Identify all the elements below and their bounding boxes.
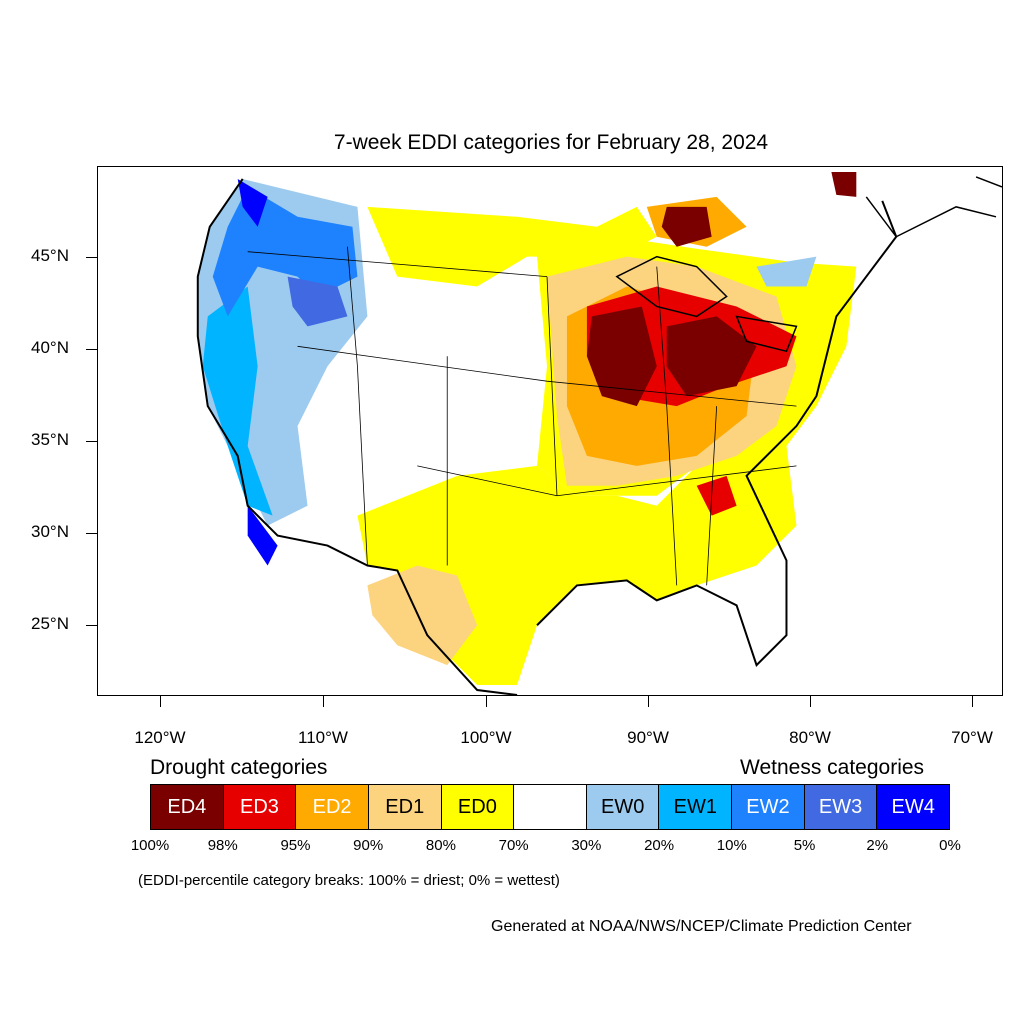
legend-break-label: 10% [716,837,747,854]
coastline [196,178,898,695]
great-lakes [615,255,798,353]
lon-label-110: 110°W [298,728,348,747]
lat-label-35: 35°N [31,430,69,449]
lon-tick-120 [160,696,161,707]
lon-tick-90 [648,696,649,707]
lat-tick-40 [86,349,97,350]
region-ed4-wisconsin [586,306,657,407]
region-ed4-ontario [661,206,712,247]
region-ed4-michigan [666,316,757,397]
credit-line: Generated at NOAA/NWS/NCEP/Climate Predi… [491,918,912,935]
legend-cell-ed0: ED0 [441,785,515,829]
legend-break-label: 80% [425,837,456,854]
region-ed0-north [367,206,657,287]
lat-tick-45 [86,257,97,258]
legend-break-label: 2% [866,837,889,854]
region-ed3-southeast [696,475,737,516]
lat-label-30: 30°N [31,522,69,541]
region-ed4-quebec [831,171,857,197]
region-ed1-texas [367,565,478,666]
lon-tick-110 [323,696,324,707]
region-ew3-nw [287,276,348,327]
legend-cell-ew1: EW1 [659,785,733,829]
lon-label-100: 100°W [460,728,512,747]
lon-tick-70 [972,696,973,707]
legend-cell-ed3: ED3 [223,785,297,829]
wetness-heading: Wetness categories [740,756,925,779]
legend-break-label: 98% [207,837,238,854]
legend-cell-ew0: EW0 [586,785,660,829]
eddi-map [196,171,1002,695]
region-ew4-coast [237,178,268,227]
drought-heading: Drought categories [150,756,328,779]
map-frame [97,166,1003,696]
lat-label-40: 40°N [31,338,69,357]
legend-colorbar: ED4 ED3 ED2 ED1 ED0 EW0 EW1 EW2 EW3 EW4 [150,784,950,830]
lon-label-80: 80°W [789,728,831,747]
legend-cell-ew3: EW3 [804,785,878,829]
legend-cell-ed4: ED4 [151,785,224,829]
lon-label-120: 120°W [134,728,186,747]
legend-break-label: 90% [353,837,384,854]
lat-tick-35 [86,441,97,442]
map-title: 7-week EDDI categories for February 28, … [333,131,769,154]
lon-label-70: 70°W [951,728,993,747]
canada-coast [865,176,1002,238]
legend-break-label: 30% [571,837,602,854]
lat-label-25: 25°N [31,614,69,633]
legend-cell-ew2: EW2 [732,785,805,829]
lon-label-90: 90°W [627,728,669,747]
lon-tick-100 [486,696,487,707]
legend-break-label: 100% [130,837,170,854]
legend-break-label: 0% [939,837,961,854]
legend-break-label: 70% [498,837,529,854]
region-ew4-socal [247,505,278,566]
lat-tick-30 [86,533,97,534]
legend-break-label: 20% [644,837,675,854]
legend-break-label: 5% [793,837,816,854]
legend-cell-ed1: ED1 [368,785,442,829]
legend-cell-ed2: ED2 [296,785,369,829]
category-note: (EDDI-percentile category breaks: 100% =… [138,872,560,889]
lat-tick-25 [86,625,97,626]
lon-tick-80 [810,696,811,707]
legend-break-label: 95% [280,837,311,854]
region-ew1-west [202,286,273,516]
legend-cell-neutral [514,785,587,829]
legend-cell-ew4: EW4 [877,785,950,829]
lat-label-45: 45°N [31,246,69,265]
state-borders [247,246,797,586]
